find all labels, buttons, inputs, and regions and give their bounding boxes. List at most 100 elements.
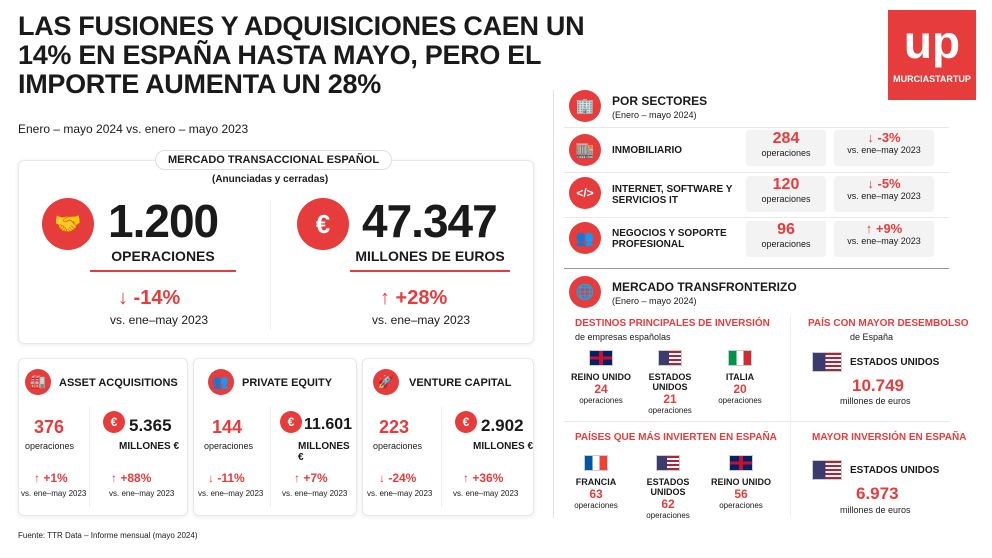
card-ops-label: operaciones (25, 441, 75, 451)
card-money-value: 5.365 (129, 416, 172, 435)
card-divider (89, 407, 90, 507)
brand-logo[interactable]: up MURCIASTARTUP (888, 10, 976, 100)
invierte-country: ESTADOS UNIDOS (646, 477, 690, 497)
invierte-label: operaciones (719, 501, 763, 510)
destino-item: REINO UNIDO 24 operaciones (570, 350, 632, 405)
card-ops-change: ↑ +1% (34, 471, 68, 485)
card-money-vs: vs. ene–may 2023 (453, 489, 519, 498)
euros-change: ↑ +28% (380, 287, 448, 309)
card-money-label: MILLONES € (473, 441, 534, 452)
logo-text: MURCIASTARTUP (893, 74, 971, 84)
card-ops-value: 376 (34, 417, 65, 437)
euro-icon: € (280, 411, 302, 433)
sector-change-vs: vs. ene–may 2023 (847, 145, 921, 155)
sector-value-box: 96 operaciones (746, 221, 826, 257)
card-title: VENTURE CAPITAL (409, 377, 512, 389)
mercado-panel (18, 160, 534, 344)
sector-change-box: ↓ -5% vs. ene–may 2023 (834, 176, 934, 212)
card-money-change: ↑ +88% (111, 471, 152, 485)
card-title: PRIVATE EQUITY (242, 377, 333, 389)
footer-source: Fuente: TTR Data – Informe mensual (mayo… (18, 531, 198, 540)
transfronterizo-sep (564, 421, 949, 422)
invierte-item: ESTADOS UNIDOS 62 operaciones (630, 455, 706, 520)
sector-change-box: ↑ +9% vs. ene–may 2023 (834, 221, 934, 257)
destino-label: operaciones (579, 396, 623, 405)
uk-flag-icon (589, 350, 613, 366)
sector-change: ↑ +9% (865, 221, 903, 236)
card-venture-capital: 🚀 VENTURE CAPITAL 223 operaciones € 2.90… (362, 358, 534, 516)
globe-icon: 🌐 (569, 276, 601, 308)
euro-icon: € (455, 411, 477, 433)
invierte-country: REINO UNIDO (710, 477, 771, 487)
pais-sub: de España (850, 332, 894, 342)
destinos-sub: de empresas españolas (575, 332, 671, 342)
transfronterizo-divider (790, 316, 791, 516)
euros-value: 47.347 (362, 195, 498, 247)
pais-value: 10.749 (852, 376, 904, 395)
invierten-title: PAÍSES QUE MÁS INVIERTEN EN ESPAÑA (575, 432, 777, 443)
card-money-value: 2.902 (481, 416, 524, 435)
destino-country: REINO UNIDO (570, 372, 631, 382)
card-ops-value: 223 (379, 417, 410, 437)
invierte-country: FRANCIA (575, 477, 617, 487)
sector-sep (564, 172, 949, 173)
pais-label: millones de euros (840, 396, 911, 406)
people-icon: 👥 (208, 369, 234, 395)
page-subtitle: Enero – mayo 2024 vs. enero – mayo 2023 (18, 122, 249, 136)
card-money-change: ↑ +36% (463, 471, 504, 485)
sector-value-label: operaciones (761, 148, 811, 158)
card-ops-label: operaciones (204, 441, 254, 451)
transfronterizo-title: MERCADO TRANSFRONTERIZO (612, 280, 797, 294)
operaciones-vs: vs. ene–may 2023 (110, 313, 209, 327)
card-ops-label: operaciones (373, 441, 423, 451)
factory-icon: 🏭 (25, 369, 51, 395)
card-money-change: ↑ +7% (294, 471, 328, 485)
card-ops-value: 144 (212, 417, 243, 437)
card-ops-change: ↓ -11% (208, 471, 245, 485)
card-money-label: MILLONES € (298, 441, 350, 463)
sector-value: 120 (772, 176, 800, 193)
sector-value-box: 284 operaciones (746, 130, 826, 166)
invierte-value: 56 (734, 487, 748, 501)
sector-name: INMOBILIARIO (612, 145, 682, 156)
pais-title: PAÍS CON MAYOR DESEMBOLSO (808, 318, 969, 329)
card-ops-vs: vs. ene–may 2023 (367, 489, 433, 498)
team-icon: 👥 (569, 222, 601, 254)
sectores-sub: (Enero – mayo 2024) (612, 110, 697, 120)
invierte-value: 63 (589, 487, 603, 501)
code-monitor-icon: </> (569, 177, 601, 209)
transfronterizo-sub: (Enero – mayo 2024) (612, 296, 697, 306)
card-ops-vs: vs. ene–may 2023 (198, 489, 264, 498)
euros-vs: vs. ene–may 2023 (372, 313, 471, 327)
section-sep (564, 268, 949, 269)
invierte-value: 62 (661, 497, 675, 511)
sector-value-label: operaciones (761, 239, 811, 249)
pais-country: ESTADOS UNIDOS (850, 357, 940, 368)
destino-value: 21 (663, 392, 677, 406)
sector-change-vs: vs. ene–may 2023 (847, 236, 921, 246)
mayor-title: MAYOR INVERSIÓN EN ESPAÑA (812, 432, 967, 443)
destino-item: ESTADOS UNIDOS 21 operaciones (636, 350, 704, 415)
card-money-vs: vs. ene–may 2023 (282, 489, 348, 498)
sector-sep (564, 127, 949, 128)
card-title: ASSET ACQUISITIONS (59, 377, 178, 389)
destino-value: 20 (733, 382, 747, 396)
operaciones-value: 1.200 (108, 195, 219, 247)
card-asset-acquisitions: 🏭 ASSET ACQUISITIONS 376 operaciones € 5… (18, 358, 188, 516)
logo-mark: up (903, 16, 961, 68)
sector-change: ↓ -3% (867, 130, 901, 145)
destino-item: ITALIA 20 operaciones (710, 350, 770, 405)
sector-sep (564, 217, 949, 218)
operaciones-label: OPERACIONES (90, 248, 236, 272)
destino-label: operaciones (718, 396, 762, 405)
buildings-icon: 🏢 (569, 90, 601, 122)
destino-country: ITALIA (725, 372, 755, 382)
euro-icon: € (297, 198, 349, 250)
destino-value: 24 (594, 382, 608, 396)
uk-flag-icon (729, 455, 753, 471)
mayor-label: millones de euros (840, 505, 911, 515)
invierte-label: operaciones (646, 511, 690, 520)
us-flag-icon (656, 455, 680, 471)
card-money-value: 11.601 (304, 416, 353, 433)
sector-change-box: ↓ -3% vs. ene–may 2023 (834, 130, 934, 166)
